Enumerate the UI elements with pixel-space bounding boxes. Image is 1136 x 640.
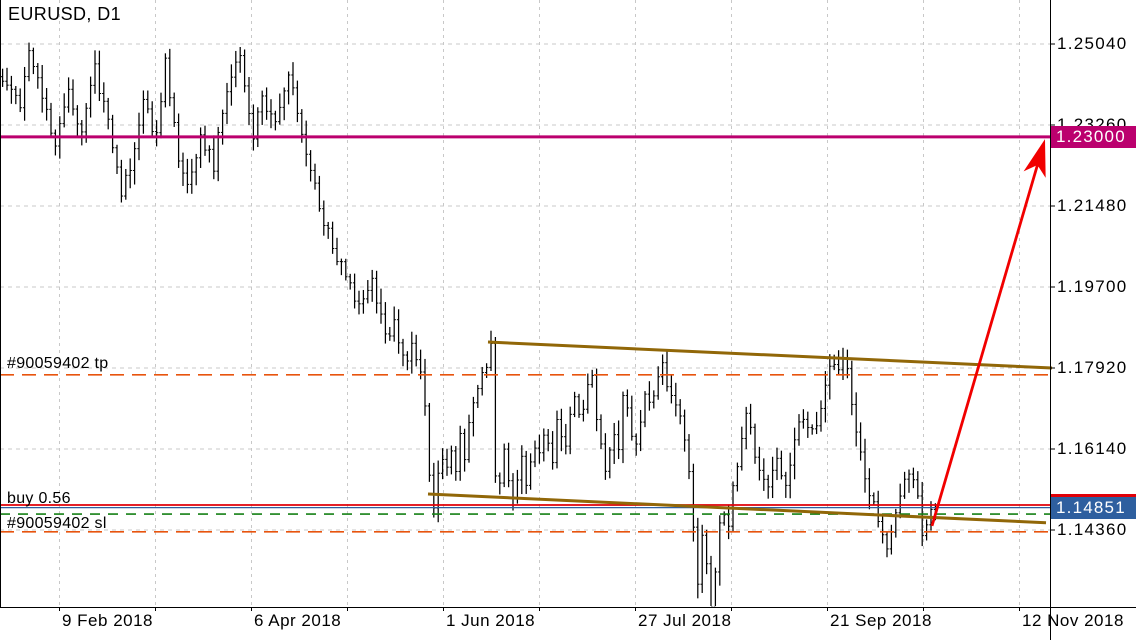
y-axis-label: 1.21480 [1057, 195, 1128, 215]
lower-trend-line [427, 492, 1047, 525]
bid-price-badge: 1.14851 [1051, 496, 1136, 519]
target-price-badge: 1.23000 [1051, 125, 1136, 148]
x-axis-label: 12 Nov 2018 [1022, 611, 1124, 630]
chart-objects [0, 135, 1053, 533]
x-axis-label: 9 Feb 2018 [62, 611, 154, 630]
buy-order-label[interactable]: buy 0.56 [7, 489, 71, 507]
x-axis-label: 21 Sep 2018 [830, 611, 932, 630]
y-axis-label: 1.17920 [1057, 357, 1128, 377]
chart-symbol-title: EURUSD, D1 [8, 4, 122, 24]
y-axis-label: 1.14360 [1057, 520, 1128, 539]
x-axis-label: 27 Jul 2018 [638, 611, 732, 630]
stop-loss-order-label[interactable]: #90059402 sl [7, 514, 107, 532]
take-profit-order-label[interactable]: #90059402 tp [7, 354, 109, 372]
y-axis-label: 1.19700 [1057, 276, 1128, 296]
x-axis-label: 6 Apr 2018 [254, 611, 342, 630]
x-axis-label: 1 Jun 2018 [446, 611, 536, 630]
upper-trend-line [487, 340, 1053, 370]
projection-arrow-head [1023, 139, 1046, 178]
y-axis-label: 1.16140 [1057, 438, 1128, 458]
y-axis-label: 1.25040 [1057, 33, 1128, 53]
projection-arrow-line [930, 159, 1041, 527]
ohlc-bars [0, 42, 938, 608]
